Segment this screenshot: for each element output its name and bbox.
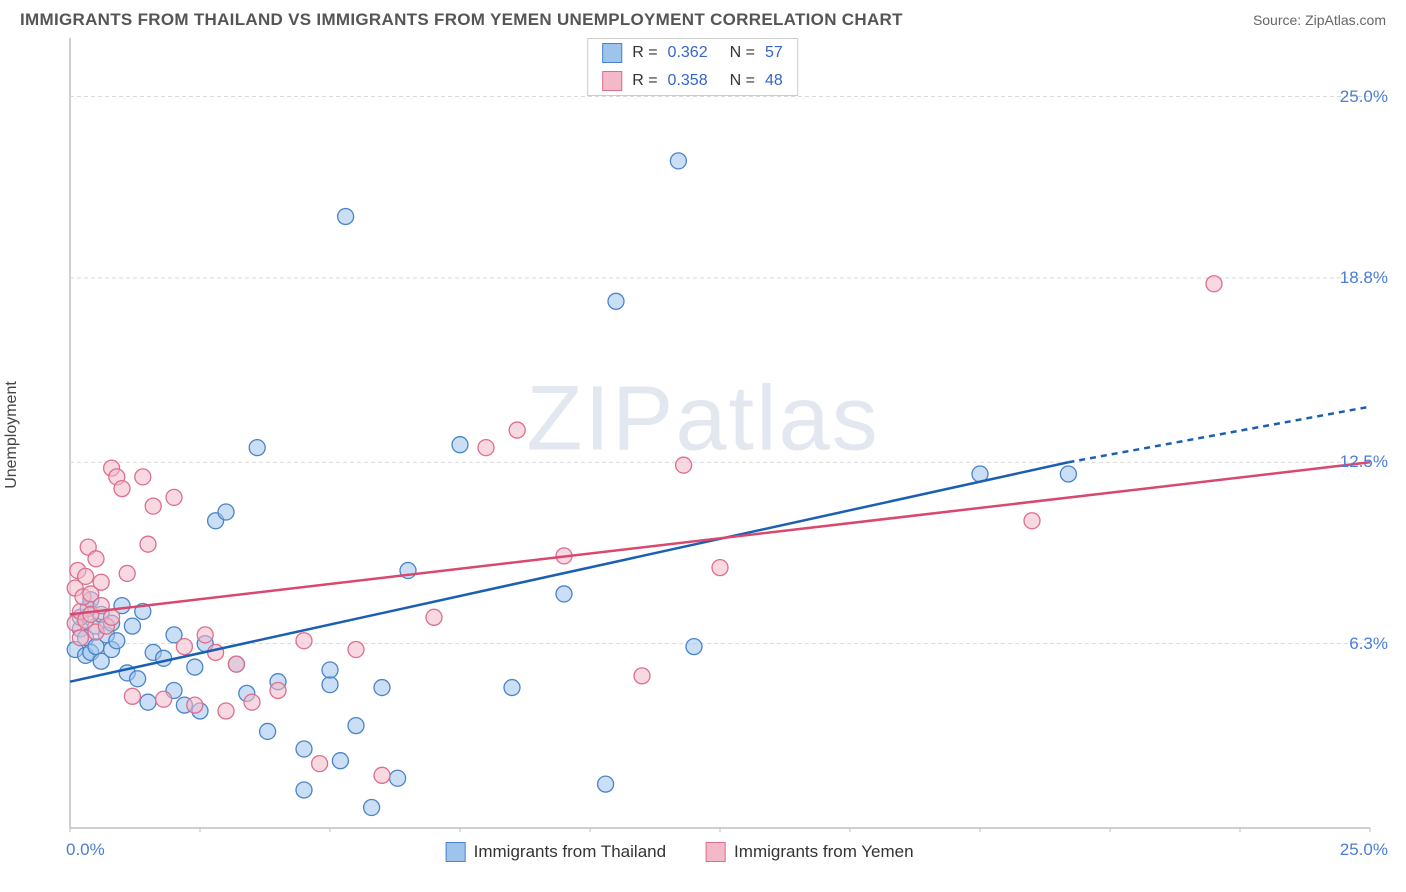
scatter-point: [78, 568, 94, 584]
scatter-point: [390, 770, 406, 786]
scatter-point: [218, 703, 234, 719]
scatter-point: [296, 782, 312, 798]
scatter-point: [88, 551, 104, 567]
scatter-point: [187, 659, 203, 675]
scatter-point: [426, 609, 442, 625]
scatter-point: [156, 691, 172, 707]
y-axis-tick-label: 6.3%: [1349, 634, 1388, 654]
scatter-point: [145, 498, 161, 514]
legend-swatch: [446, 842, 466, 862]
scatter-point: [109, 633, 125, 649]
scatter-point: [322, 662, 338, 678]
r-value: 0.358: [668, 72, 708, 90]
legend-series-item: Immigrants from Thailand: [446, 842, 666, 862]
legend-stat-row: R = 0.358 N = 48: [588, 67, 797, 95]
scatter-point: [187, 697, 203, 713]
chart-header: IMMIGRANTS FROM THAILAND VS IMMIGRANTS F…: [0, 0, 1406, 38]
scatter-point: [348, 642, 364, 658]
scatter-point: [124, 618, 140, 634]
scatter-point: [348, 718, 364, 734]
scatter-point: [504, 680, 520, 696]
scatter-point: [260, 723, 276, 739]
plot-area: [20, 38, 1374, 832]
y-axis-label: Unemployment: [3, 381, 21, 489]
y-axis-tick-label: 12.5%: [1340, 452, 1388, 472]
scatter-point: [208, 644, 224, 660]
scatter-point: [670, 153, 686, 169]
correlation-legend: R = 0.362 N = 57 R = 0.358 N = 48: [587, 38, 798, 96]
y-axis-tick-label: 18.8%: [1340, 268, 1388, 288]
scatter-point: [93, 574, 109, 590]
legend-swatch: [706, 842, 726, 862]
scatter-point: [197, 627, 213, 643]
scatter-point: [1024, 513, 1040, 529]
scatter-point: [452, 437, 468, 453]
scatter-chart: Unemployment ZIPatlas R =0.362N =57R =0.…: [20, 38, 1386, 832]
legend-series-label: Immigrants from Yemen: [734, 842, 914, 862]
scatter-point: [374, 680, 390, 696]
scatter-point: [270, 682, 286, 698]
scatter-point: [478, 440, 494, 456]
trend-line-extrapolated: [1068, 407, 1370, 463]
x-axis-max-label: 25.0%: [1340, 840, 1388, 860]
scatter-point: [296, 633, 312, 649]
scatter-point: [712, 560, 728, 576]
r-value: 0.362: [668, 44, 708, 62]
series-legend: Immigrants from Thailand Immigrants from …: [446, 842, 914, 862]
scatter-point: [634, 668, 650, 684]
scatter-point: [176, 639, 192, 655]
scatter-point: [244, 694, 260, 710]
scatter-point: [104, 609, 120, 625]
legend-series-label: Immigrants from Thailand: [474, 842, 666, 862]
scatter-point: [114, 481, 130, 497]
scatter-point: [228, 656, 244, 672]
r-label: R =: [632, 72, 657, 90]
scatter-point: [166, 489, 182, 505]
scatter-point: [509, 422, 525, 438]
scatter-point: [72, 630, 88, 646]
scatter-point: [135, 469, 151, 485]
legend-series-item: Immigrants from Yemen: [706, 842, 914, 862]
n-label: N =: [730, 72, 755, 90]
scatter-point: [322, 677, 338, 693]
scatter-point: [249, 440, 265, 456]
scatter-point: [598, 776, 614, 792]
scatter-point: [338, 208, 354, 224]
trend-line: [70, 462, 1370, 614]
legend-stat-row: R = 0.362 N = 57: [588, 39, 797, 67]
legend-swatch: [602, 43, 622, 63]
scatter-point: [1206, 276, 1222, 292]
scatter-point: [686, 639, 702, 655]
scatter-point: [608, 293, 624, 309]
scatter-point: [332, 753, 348, 769]
scatter-point: [140, 536, 156, 552]
scatter-point: [124, 688, 140, 704]
scatter-point: [130, 671, 146, 687]
scatter-point: [156, 650, 172, 666]
scatter-point: [140, 694, 156, 710]
source-link[interactable]: ZipAtlas.com: [1305, 12, 1386, 28]
scatter-point: [364, 800, 380, 816]
scatter-point: [556, 586, 572, 602]
trend-line: [70, 462, 1068, 681]
legend-swatch: [602, 71, 622, 91]
chart-title: IMMIGRANTS FROM THAILAND VS IMMIGRANTS F…: [20, 10, 903, 30]
n-value: 57: [765, 44, 783, 62]
source-attribution: Source: ZipAtlas.com: [1253, 12, 1386, 28]
scatter-point: [296, 741, 312, 757]
n-value: 48: [765, 72, 783, 90]
n-label: N =: [730, 44, 755, 62]
scatter-point: [119, 565, 135, 581]
r-label: R =: [632, 44, 657, 62]
scatter-point: [312, 756, 328, 772]
scatter-point: [218, 504, 234, 520]
x-axis-min-label: 0.0%: [66, 840, 105, 860]
scatter-point: [676, 457, 692, 473]
y-axis-tick-label: 25.0%: [1340, 87, 1388, 107]
scatter-point: [374, 767, 390, 783]
scatter-point: [1060, 466, 1076, 482]
